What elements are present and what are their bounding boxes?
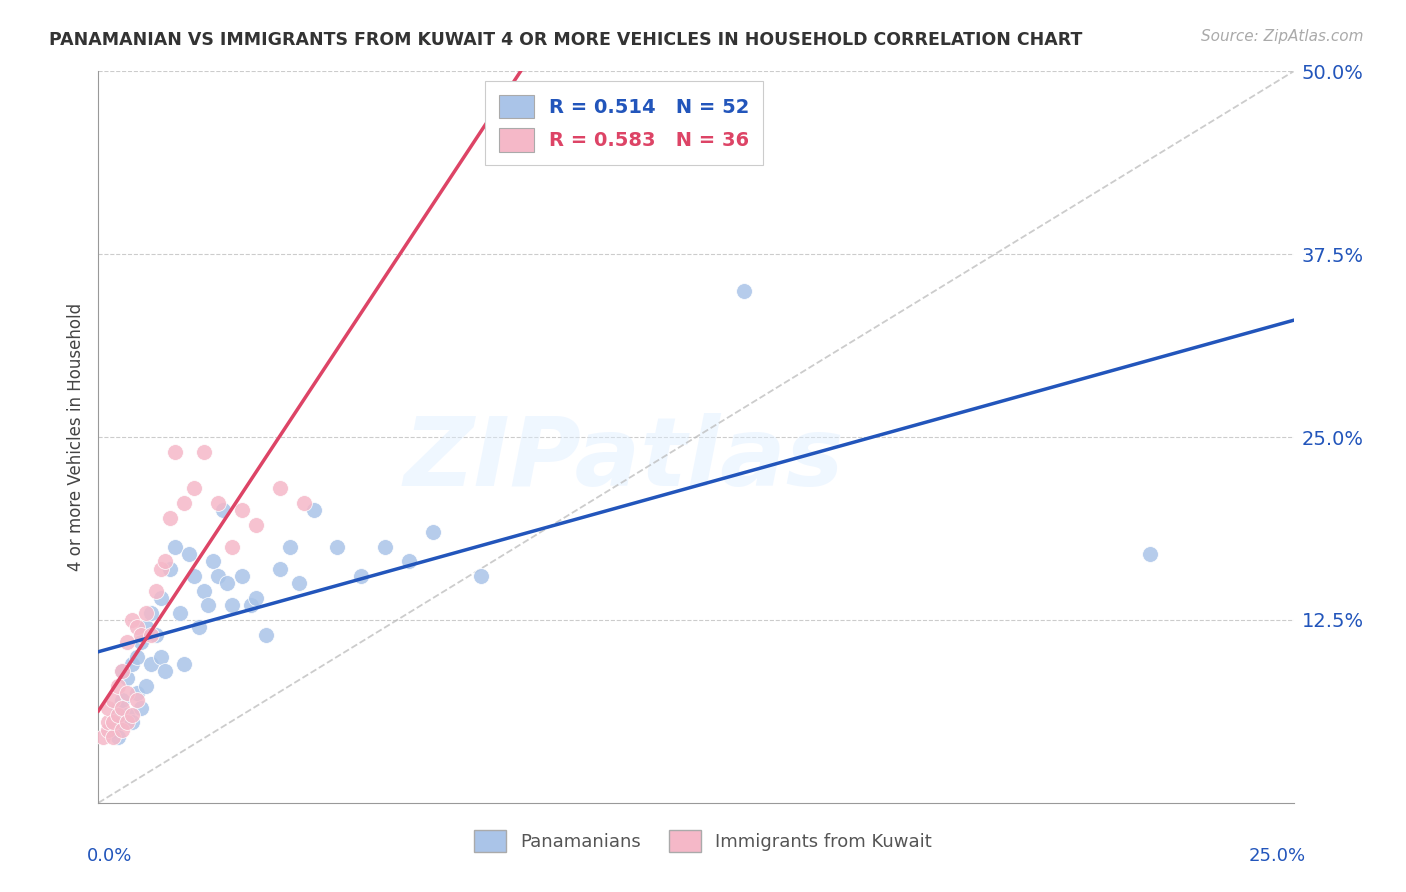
Point [302, 503, 325, 517]
Point [107, 700, 129, 714]
Point [245, 591, 267, 605]
Point [197, 599, 219, 613]
Point [121, 715, 143, 730]
Point [183, 569, 205, 583]
Text: 25.0%: 25.0% [1249, 847, 1306, 864]
Point [149, 562, 172, 576]
Point [107, 730, 129, 744]
Point [217, 576, 239, 591]
Legend: Panamanians, Immigrants from Kuwait: Panamanians, Immigrants from Kuwait [465, 821, 941, 861]
Point [163, 540, 186, 554]
Point [211, 503, 233, 517]
Point [1139, 547, 1161, 561]
Point [292, 496, 315, 510]
Point [326, 540, 349, 554]
Point [131, 700, 153, 714]
Point [115, 686, 138, 700]
Point [179, 547, 201, 561]
Point [101, 730, 124, 744]
Point [269, 562, 291, 576]
Point [115, 672, 138, 686]
Point [111, 723, 134, 737]
Point [231, 569, 253, 583]
Point [173, 657, 195, 671]
Point [169, 606, 191, 620]
Point [121, 708, 143, 723]
Point [470, 569, 492, 583]
Point [139, 657, 162, 671]
Point [193, 444, 215, 458]
Point [139, 606, 162, 620]
Text: ZIPatlas: ZIPatlas [404, 412, 845, 506]
Point [149, 649, 172, 664]
Point [101, 723, 124, 737]
Point [278, 540, 301, 554]
Point [139, 627, 162, 641]
Point [374, 540, 396, 554]
Point [115, 708, 138, 723]
Point [398, 554, 420, 568]
Point [111, 664, 134, 678]
Point [135, 620, 157, 634]
Point [202, 554, 225, 568]
Text: 0.0%: 0.0% [87, 847, 132, 864]
Point [115, 635, 138, 649]
Point [125, 649, 148, 664]
Point [111, 664, 134, 678]
Point [733, 284, 755, 298]
Point [121, 657, 143, 671]
Point [269, 481, 291, 495]
Text: Source: ZipAtlas.com: Source: ZipAtlas.com [1201, 29, 1364, 44]
Point [135, 679, 157, 693]
Point [350, 569, 373, 583]
Point [240, 599, 263, 613]
Point [183, 481, 205, 495]
Point [422, 525, 444, 540]
Point [97, 700, 120, 714]
Point [101, 693, 124, 707]
Point [131, 635, 153, 649]
Point [145, 627, 167, 641]
Point [115, 715, 138, 730]
Point [111, 693, 134, 707]
Point [207, 569, 229, 583]
Point [125, 693, 148, 707]
Point [97, 723, 120, 737]
Point [163, 444, 186, 458]
Point [193, 583, 215, 598]
Point [111, 715, 134, 730]
Point [207, 496, 229, 510]
Text: PANAMANIAN VS IMMIGRANTS FROM KUWAIT 4 OR MORE VEHICLES IN HOUSEHOLD CORRELATION: PANAMANIAN VS IMMIGRANTS FROM KUWAIT 4 O… [49, 31, 1083, 49]
Legend: R = 0.514   N = 52, R = 0.583   N = 36: R = 0.514 N = 52, R = 0.583 N = 36 [485, 81, 763, 166]
Point [221, 599, 243, 613]
Point [121, 613, 143, 627]
Point [101, 715, 124, 730]
Point [221, 540, 243, 554]
Point [231, 503, 253, 517]
Point [173, 496, 195, 510]
Point [91, 730, 114, 744]
Point [288, 576, 311, 591]
Point [145, 583, 167, 598]
Point [187, 620, 209, 634]
Point [149, 591, 172, 605]
Point [245, 517, 267, 532]
Point [107, 679, 129, 693]
Point [155, 664, 177, 678]
Point [107, 708, 129, 723]
Point [159, 562, 181, 576]
Point [159, 510, 181, 524]
Point [131, 627, 153, 641]
Y-axis label: 4 or more Vehicles in Household: 4 or more Vehicles in Household [66, 303, 84, 571]
Point [97, 715, 120, 730]
Point [125, 686, 148, 700]
Point [125, 620, 148, 634]
Point [135, 606, 157, 620]
Point [111, 700, 134, 714]
Point [254, 627, 277, 641]
Point [155, 554, 177, 568]
